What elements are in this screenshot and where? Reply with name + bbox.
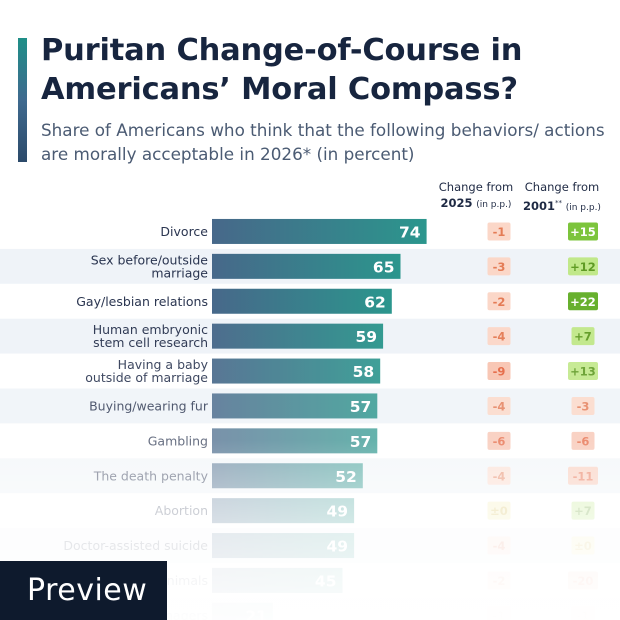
category-label: outside of marriage	[85, 370, 208, 385]
category-label: Sex before/outside	[91, 252, 209, 267]
category-label: Buying/wearing fur	[89, 398, 209, 413]
category-label: Doctor-assisted suicide	[63, 538, 208, 553]
column-header-change-2001-label: Change from	[524, 180, 600, 194]
bar	[212, 393, 378, 419]
chart-row: Gay/lesbian relations 62 -2 +22	[76, 288, 598, 314]
change-2025-value: -2	[493, 574, 506, 588]
change-2025-value: -4	[493, 399, 506, 413]
title-accent-bar	[18, 38, 27, 162]
change-2001-badge	[568, 362, 598, 381]
change-2001-badge	[568, 222, 598, 241]
bar-value-label: 57	[350, 398, 372, 416]
change-2025-badge	[487, 292, 511, 311]
bar-value-label: 59	[356, 328, 378, 346]
bar-value-label: 49	[327, 538, 349, 556]
column-header-change-2001-year: 2001	[523, 198, 556, 213]
chart-row: Buying/wearing fur 57 -4 -3	[0, 388, 620, 424]
bar	[212, 253, 401, 279]
column-header-change-2025-label: Change from	[438, 180, 514, 194]
change-2001-value: -3	[577, 399, 590, 413]
column-header-change-2001: Change from 2001** (in p.p.)	[520, 179, 604, 216]
category-label: Gay/lesbian relations	[76, 294, 208, 309]
change-2025-value: -3	[493, 260, 506, 274]
chart-row: Abortion 49 ±0 +7	[155, 498, 595, 524]
change-2001-value: -1	[577, 609, 590, 620]
bar	[212, 288, 392, 314]
category-label: stem cell research	[93, 335, 208, 350]
change-2001-value: -20	[573, 574, 594, 588]
change-2025-value: -4	[493, 539, 506, 553]
bar-value-label: 74	[399, 223, 421, 241]
change-2001-badge	[571, 327, 595, 346]
preview-label: Preview	[0, 561, 167, 620]
bar-value-label: 45	[315, 572, 337, 590]
change-2001-value: -11	[573, 469, 594, 483]
change-2025-value: -4	[493, 469, 506, 483]
column-header-change-2025-unit: (in p.p.)	[476, 200, 512, 210]
bar-value-label: 49	[327, 503, 349, 521]
change-2025-badge	[487, 222, 511, 241]
bar-value-label: 65	[373, 258, 395, 276]
change-2001-badge	[568, 257, 598, 276]
chart-title: Puritan Change-of-Course in Americans’ M…	[41, 33, 523, 107]
chart-row: Doctor-assisted suicide 49 -4 ±0	[0, 528, 620, 563]
change-2025-badge	[487, 396, 511, 415]
change-2001-value: -6	[577, 434, 590, 448]
bar-value-label: 21	[245, 607, 267, 620]
column-header-change-2001-unit: (in p.p.)	[565, 202, 601, 213]
change-2025-value: -6	[493, 434, 506, 448]
change-2025-value: -1	[493, 609, 506, 620]
category-label: Human embryonic	[93, 322, 208, 337]
bar-value-label: 52	[335, 468, 357, 486]
change-2001-value: ±0	[574, 539, 592, 553]
change-2025-value: -4	[493, 330, 506, 344]
bar	[212, 323, 384, 349]
change-2025-badge	[487, 257, 511, 276]
category-label: marriage	[151, 265, 208, 280]
category-label: Gambling	[148, 433, 208, 448]
category-label: Divorce	[160, 224, 208, 239]
bar	[212, 358, 381, 384]
change-2001-badge	[568, 292, 598, 311]
change-2001-value: +7	[574, 330, 592, 344]
bar	[212, 218, 427, 244]
change-2025-value: -9	[493, 365, 506, 379]
change-2001-value: +7	[574, 504, 592, 518]
change-2001-value: +15	[570, 225, 596, 239]
change-2001-badge	[571, 396, 595, 415]
change-2025-value: ±0	[490, 504, 508, 518]
category-label: Having a baby	[118, 357, 209, 372]
change-2001-value: +22	[570, 295, 596, 309]
column-header-change-2025-year: 2025	[440, 196, 473, 210]
change-2025-value: -1	[493, 225, 506, 239]
category-label: Abortion	[155, 503, 208, 518]
chart-subtitle: Share of Americans who think that the fo…	[41, 120, 605, 164]
change-2025-value: -2	[493, 295, 506, 309]
column-header-change-2025: Change from 2025 (in p.p.)	[432, 179, 520, 213]
chart-row: Gambling 57 -6 -6	[148, 428, 595, 454]
change-2025-badge	[487, 327, 511, 346]
bar-value-label: 57	[350, 433, 372, 451]
category-label: The death penalty	[93, 468, 209, 483]
column-header-change-2001-footnote-marks: **	[555, 199, 563, 207]
chart-row: The death penalty 52 -4 -11	[0, 458, 620, 494]
bar-value-label: 58	[353, 363, 375, 381]
chart-row: Divorce 74 -1 +15	[160, 218, 598, 244]
bar-value-label: 62	[364, 293, 386, 311]
change-2025-badge	[487, 362, 511, 381]
change-2001-value: +12	[570, 260, 596, 274]
change-2001-value: +13	[570, 365, 596, 379]
